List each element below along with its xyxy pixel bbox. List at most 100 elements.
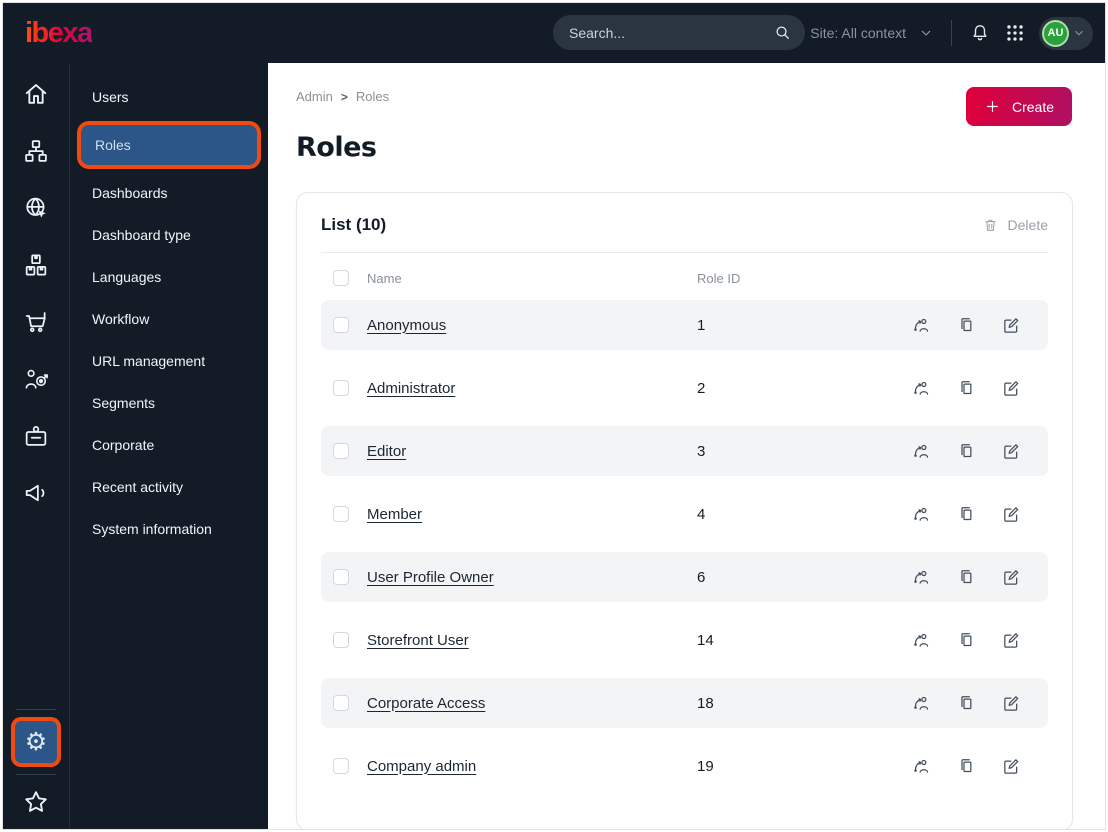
sidebar-item[interactable]: Dashboard type bbox=[92, 227, 191, 243]
row-checkbox[interactable] bbox=[333, 443, 349, 459]
assign-users-icon[interactable] bbox=[911, 441, 931, 461]
chevron-down-icon bbox=[1075, 31, 1083, 36]
role-id: 2 bbox=[697, 379, 706, 397]
table-row: Member 4 bbox=[321, 489, 1048, 539]
site-context-selector[interactable]: Site: All context bbox=[784, 24, 934, 42]
table-row: Administrator 2 bbox=[321, 363, 1048, 413]
assign-users-icon[interactable] bbox=[911, 693, 931, 713]
cart-icon[interactable] bbox=[19, 305, 53, 339]
search-icon[interactable] bbox=[773, 23, 792, 42]
trash-icon bbox=[984, 219, 996, 231]
sidebar-item[interactable]: Workflow bbox=[92, 311, 150, 327]
tree-icon[interactable] bbox=[19, 134, 53, 168]
edit-icon[interactable] bbox=[1001, 630, 1021, 650]
sidebar-item[interactable]: Languages bbox=[92, 269, 162, 285]
gear-icon[interactable]: ⚙ bbox=[15, 721, 57, 763]
sidebar-item[interactable]: Corporate bbox=[92, 437, 155, 453]
edit-icon[interactable] bbox=[1001, 504, 1021, 524]
sidebar-item[interactable]: Dashboards bbox=[92, 185, 168, 201]
megaphone-icon[interactable] bbox=[19, 476, 53, 510]
edit-icon[interactable] bbox=[1001, 378, 1021, 398]
assign-users-icon[interactable] bbox=[911, 315, 931, 335]
table-body: Anonymous 1 bbox=[321, 300, 1048, 791]
table-row: Editor 3 bbox=[321, 426, 1048, 476]
table-row: Anonymous 1 bbox=[321, 300, 1048, 350]
topbar-right: Site: All context AU bbox=[784, 16, 1093, 50]
edit-icon[interactable] bbox=[1001, 441, 1021, 461]
row-checkbox[interactable] bbox=[333, 380, 349, 396]
copy-icon[interactable] bbox=[956, 693, 976, 713]
copy-icon[interactable] bbox=[956, 630, 976, 650]
sidebar-item[interactable]: Users bbox=[92, 89, 129, 105]
card-divider bbox=[321, 252, 1048, 253]
home-icon[interactable] bbox=[19, 77, 53, 111]
copy-icon[interactable] bbox=[956, 567, 976, 587]
role-name-link[interactable]: Member bbox=[367, 505, 423, 523]
rail-divider bbox=[16, 709, 56, 710]
copy-icon[interactable] bbox=[956, 756, 976, 776]
row-checkbox[interactable] bbox=[333, 506, 349, 522]
table-row: Corporate Access 18 bbox=[321, 678, 1048, 728]
copy-icon[interactable] bbox=[956, 315, 976, 335]
row-checkbox[interactable] bbox=[333, 758, 349, 774]
role-id: 6 bbox=[697, 568, 706, 586]
edit-icon[interactable] bbox=[1001, 756, 1021, 776]
copy-icon[interactable] bbox=[956, 441, 976, 461]
role-id: 14 bbox=[697, 631, 714, 649]
role-name-link[interactable]: User Profile Owner bbox=[367, 568, 494, 586]
table-header: Name Role ID bbox=[321, 253, 1048, 300]
role-id: 4 bbox=[697, 505, 706, 523]
breadcrumb-roles[interactable]: Roles bbox=[355, 89, 390, 104]
row-checkbox[interactable] bbox=[333, 632, 349, 648]
global-search[interactable] bbox=[553, 15, 805, 50]
column-role-id: Role ID bbox=[697, 270, 741, 286]
sidebar-item[interactable]: System information bbox=[92, 521, 212, 537]
table-row: Company admin 19 bbox=[321, 741, 1048, 791]
copy-icon[interactable] bbox=[956, 504, 976, 524]
breadcrumb-admin[interactable]: Admin bbox=[296, 89, 333, 104]
bell-icon[interactable] bbox=[969, 22, 991, 44]
assign-users-icon[interactable] bbox=[911, 756, 931, 776]
edit-icon[interactable] bbox=[1001, 567, 1021, 587]
packages-icon[interactable] bbox=[19, 248, 53, 282]
create-button[interactable]: Create bbox=[965, 87, 1072, 126]
star-icon[interactable] bbox=[19, 785, 53, 819]
create-button-label: Create bbox=[1011, 98, 1054, 115]
select-all-checkbox[interactable] bbox=[333, 270, 349, 286]
user-menu[interactable]: AU bbox=[1039, 16, 1093, 50]
personalization-target-icon[interactable] bbox=[19, 362, 53, 396]
globe-pointer-icon[interactable] bbox=[19, 191, 53, 225]
site-context-label: Site: All context bbox=[810, 25, 906, 41]
role-name-link[interactable]: Company admin bbox=[367, 757, 477, 775]
assign-users-icon[interactable] bbox=[911, 504, 931, 524]
delete-button[interactable]: Delete bbox=[982, 217, 1048, 234]
role-name-link[interactable]: Anonymous bbox=[367, 316, 447, 334]
assign-users-icon[interactable] bbox=[911, 630, 931, 650]
role-id: 18 bbox=[697, 694, 714, 712]
search-input[interactable] bbox=[569, 24, 773, 41]
role-name-link[interactable]: Editor bbox=[367, 442, 407, 460]
app-grid-icon[interactable] bbox=[1004, 22, 1026, 44]
role-name-link[interactable]: Storefront User bbox=[367, 631, 469, 649]
list-title: List (10) bbox=[321, 215, 387, 234]
edit-icon[interactable] bbox=[1001, 693, 1021, 713]
badge-icon[interactable] bbox=[19, 419, 53, 453]
copy-icon[interactable] bbox=[956, 378, 976, 398]
page-title: Roles bbox=[296, 132, 377, 163]
sidebar-item[interactable]: Roles bbox=[81, 125, 257, 165]
sidebar-item[interactable]: Segments bbox=[92, 395, 156, 411]
sidebar-item[interactable]: Recent activity bbox=[92, 479, 184, 495]
edit-icon[interactable] bbox=[1001, 315, 1021, 335]
role-id: 3 bbox=[697, 442, 706, 460]
icon-rail: ⚙ bbox=[3, 63, 70, 829]
assign-users-icon[interactable] bbox=[911, 567, 931, 587]
row-checkbox[interactable] bbox=[333, 317, 349, 333]
row-checkbox[interactable] bbox=[333, 695, 349, 711]
column-name: Name bbox=[367, 270, 402, 286]
sidebar-item[interactable]: URL management bbox=[92, 353, 206, 369]
row-checkbox[interactable] bbox=[333, 569, 349, 585]
assign-users-icon[interactable] bbox=[911, 378, 931, 398]
role-name-link[interactable]: Administrator bbox=[367, 379, 456, 397]
ibexa-logo[interactable]: ibexa bbox=[25, 16, 93, 49]
role-name-link[interactable]: Corporate Access bbox=[367, 694, 486, 712]
